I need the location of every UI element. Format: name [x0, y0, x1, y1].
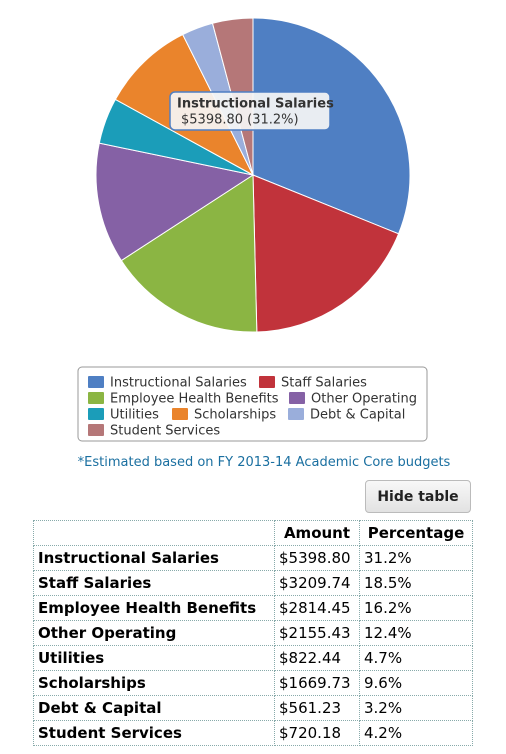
pie-slice — [95, 142, 255, 262]
table-cell: Scholarships — [33, 670, 275, 696]
table-cell: $720.18 — [274, 720, 360, 746]
table-cell: 18.5% — [359, 570, 473, 596]
pie-slice — [252, 174, 400, 333]
table-cell: 16.2% — [359, 595, 473, 621]
table-row: Instructional Salaries $5398.80 31.2% — [33, 545, 473, 571]
table-cell: 31.2% — [359, 545, 473, 571]
table-cell: Debt & Capital — [33, 695, 275, 721]
table-row: Debt & Capital $561.23 3.2% — [33, 695, 473, 721]
table-cell: Utilities — [33, 645, 275, 671]
legend-label: Debt & Capital — [310, 408, 405, 423]
table-cell: $5398.80 — [274, 545, 360, 571]
legend-label: Student Services — [110, 424, 220, 439]
data-table: Amount Percentage Instructional Salaries… — [33, 520, 473, 746]
tooltip-box — [169, 91, 331, 131]
table-row: Other Operating $2155.43 12.4% — [33, 620, 473, 646]
tooltip-title: Instructional Salaries — [177, 97, 334, 112]
legend-label: Scholarships — [194, 408, 276, 423]
table-row: Utilities $822.44 4.7% — [33, 645, 473, 671]
legend-swatch — [172, 408, 188, 420]
tooltip-text: $5398.80 (31.2%) — [181, 113, 299, 128]
legend-swatch — [88, 376, 104, 388]
header-row: Amount Percentage — [33, 520, 473, 546]
legend-box — [77, 366, 428, 442]
table-row: Employee Health Benefits $2814.45 16.2% — [33, 595, 473, 621]
table-cell: Instructional Salaries — [33, 545, 275, 571]
legend-swatch — [88, 424, 104, 436]
table-cell: Staff Salaries — [33, 570, 275, 596]
table-cell: $1669.73 — [274, 670, 360, 696]
table-cell: $2814.45 — [274, 595, 360, 621]
legend-swatch — [88, 392, 104, 404]
legend-swatch — [259, 376, 275, 388]
table-cell: $561.23 — [274, 695, 360, 721]
hide-table-button[interactable]: Hide table — [365, 480, 471, 513]
table-cell: $2155.43 — [274, 620, 360, 646]
legend-label: Instructional Salaries — [110, 376, 247, 391]
legend-label: Other Operating — [311, 392, 417, 407]
table-cell: 12.4% — [359, 620, 473, 646]
table-row: Scholarships $1669.73 9.6% — [33, 670, 473, 696]
pie-slice — [252, 17, 411, 235]
legend-swatch — [288, 408, 304, 420]
table-row: Staff Salaries $3209.74 18.5% — [33, 570, 473, 596]
header-cell: Percentage — [359, 520, 473, 546]
table-cell: Student Services — [33, 720, 275, 746]
header-cell: Amount — [274, 520, 360, 546]
legend-label: Employee Health Benefits — [110, 392, 279, 407]
legend-swatch — [289, 392, 305, 404]
table-cell: $822.44 — [274, 645, 360, 671]
table-cell: $3209.74 — [274, 570, 360, 596]
footnote: *Estimated based on FY 2013-14 Academic … — [77, 455, 451, 470]
pie-slice — [120, 174, 258, 333]
table-cell: 4.7% — [359, 645, 473, 671]
header-cell — [33, 520, 275, 546]
legend-label: Staff Salaries — [281, 376, 367, 391]
table-cell: Employee Health Benefits — [33, 595, 275, 621]
table-cell: Other Operating — [33, 620, 275, 646]
chart: Instructional Salaries$5398.80 (31.2%)In… — [77, 17, 428, 442]
table-row: Student Services $720.18 4.2% — [33, 720, 473, 746]
table-cell: 4.2% — [359, 720, 473, 746]
legend-swatch — [88, 408, 104, 420]
table-cell: 9.6% — [359, 670, 473, 696]
legend-label: Utilities — [110, 408, 159, 423]
table-cell: 3.2% — [359, 695, 473, 721]
